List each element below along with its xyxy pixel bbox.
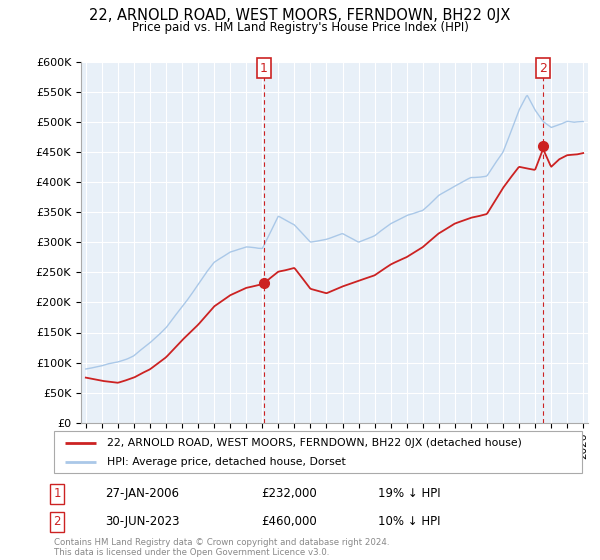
Text: 27-JAN-2006: 27-JAN-2006 [105,487,179,501]
Text: Contains HM Land Registry data © Crown copyright and database right 2024.
This d: Contains HM Land Registry data © Crown c… [54,538,389,557]
Text: 22, ARNOLD ROAD, WEST MOORS, FERNDOWN, BH22 0JX (detached house): 22, ARNOLD ROAD, WEST MOORS, FERNDOWN, B… [107,437,521,447]
Text: 1: 1 [260,62,268,74]
Text: Price paid vs. HM Land Registry's House Price Index (HPI): Price paid vs. HM Land Registry's House … [131,21,469,34]
Text: £460,000: £460,000 [261,515,317,529]
Text: 1: 1 [53,487,61,501]
Text: 2: 2 [539,62,547,74]
Text: 10% ↓ HPI: 10% ↓ HPI [378,515,440,529]
Text: HPI: Average price, detached house, Dorset: HPI: Average price, detached house, Dors… [107,457,346,467]
Text: 30-JUN-2023: 30-JUN-2023 [105,515,179,529]
Text: 2: 2 [53,515,61,529]
Text: 19% ↓ HPI: 19% ↓ HPI [378,487,440,501]
Text: £232,000: £232,000 [261,487,317,501]
FancyBboxPatch shape [54,431,582,473]
Text: 22, ARNOLD ROAD, WEST MOORS, FERNDOWN, BH22 0JX: 22, ARNOLD ROAD, WEST MOORS, FERNDOWN, B… [89,8,511,24]
